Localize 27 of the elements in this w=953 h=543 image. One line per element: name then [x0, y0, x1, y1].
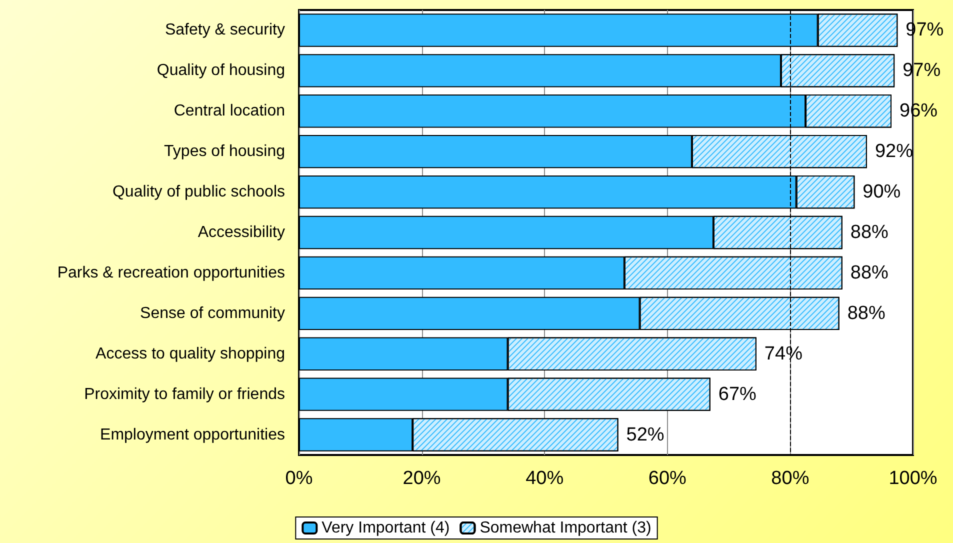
- x-tick-label: 100%: [888, 468, 938, 489]
- y-tick-label: Accessibility: [198, 224, 285, 241]
- y-tick-label: Sense of community: [140, 304, 285, 322]
- x-tick-label: 40%: [526, 468, 564, 489]
- total-label: 88%: [850, 222, 889, 243]
- y-tick-label: Quality of public schools: [112, 184, 285, 201]
- total-label: 90%: [862, 182, 901, 203]
- y-tick-label: Safety & security: [164, 22, 285, 39]
- total-label: 92%: [874, 141, 914, 162]
- y-tick-label: Types of housing: [164, 143, 285, 160]
- y-tick-label: Access to quality shopping: [96, 345, 285, 362]
- x-tick-label: 80%: [771, 468, 810, 489]
- total-label: 52%: [626, 424, 664, 446]
- y-tick-label: Central location: [174, 102, 285, 120]
- total-label: 74%: [764, 343, 803, 364]
- y-tick-label: Quality of housing: [156, 62, 285, 80]
- y-tick-label: Parks & recreation opportunities: [57, 264, 285, 282]
- total-label: 88%: [850, 262, 889, 284]
- x-tick-label: 60%: [648, 468, 687, 489]
- total-label: 88%: [847, 302, 886, 324]
- x-tick-label: 20%: [402, 468, 441, 489]
- legend-label: Very Important (4): [322, 520, 450, 536]
- x-tick-label: 0%: [285, 468, 313, 489]
- y-tick-label: Employment opportunities: [100, 426, 285, 444]
- total-label: 67%: [718, 384, 757, 405]
- y-tick-label: Proximity to family or friends: [84, 386, 285, 403]
- legend-label: Somewhat Important (3): [480, 520, 652, 536]
